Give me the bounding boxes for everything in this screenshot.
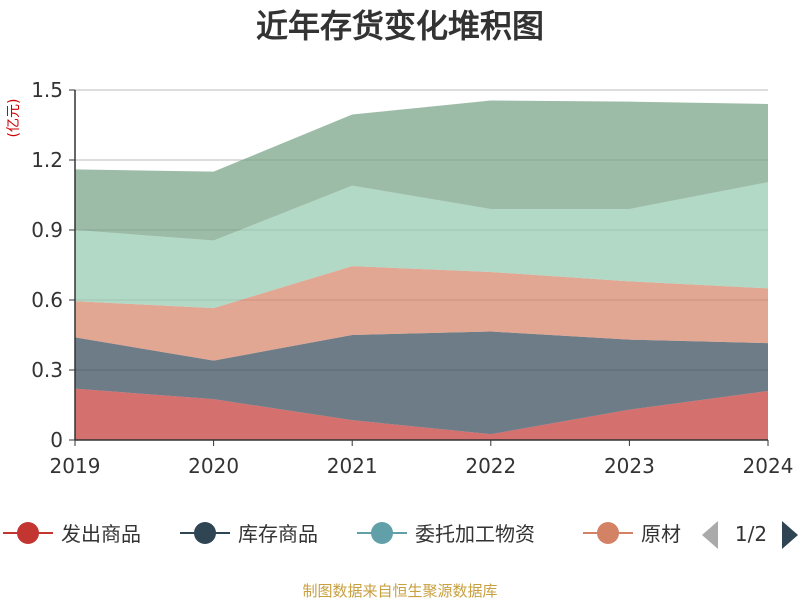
legend-item[interactable]: 原材 (583, 522, 681, 546)
legend-marker-icon (597, 522, 619, 544)
y-tick-label: 0.6 (31, 288, 63, 312)
x-tick-label: 2020 (188, 454, 239, 478)
x-tick-label: 2023 (604, 454, 655, 478)
legend-marker-icon (194, 522, 216, 544)
axes: 0 0.3 0.6 0.9 1.2 1.5 2019 2020 2021 2022 2023 2024 (31, 78, 793, 478)
x-tick-label: 2024 (743, 454, 794, 478)
legend[interactable]: 发出商品 库存商品 委托加工物资 原材 1/2 (3, 521, 798, 549)
legend-label: 原材 (641, 522, 681, 546)
legend-item[interactable]: 委托加工物资 (357, 522, 535, 546)
legend-marker-icon (17, 522, 39, 544)
x-tick-label: 2019 (50, 454, 101, 478)
area-series-band (75, 182, 768, 309)
y-tick-label: 1.5 (31, 78, 63, 102)
chart-title: 近年存货变化堆积图 (256, 7, 544, 45)
y-tick-label: 1.2 (31, 148, 63, 172)
y-tick-label: 0.3 (31, 358, 63, 382)
area-series-band (75, 100, 768, 241)
legend-page-indicator: 1/2 (735, 522, 767, 546)
area-series-band (75, 266, 768, 361)
y-tick-label: 0 (50, 428, 63, 452)
y-tick-label: 0.9 (31, 218, 63, 242)
legend-item[interactable]: 发出商品 (3, 522, 141, 546)
legend-prev-icon[interactable] (702, 521, 718, 549)
legend-next-icon[interactable] (782, 521, 798, 549)
legend-marker-icon (371, 522, 393, 544)
x-tick-label: 2021 (327, 454, 378, 478)
y-unit-label: (亿元) (6, 99, 22, 138)
area-series (75, 100, 768, 440)
area-series-band (75, 388, 768, 440)
legend-label: 库存商品 (238, 522, 318, 546)
legend-label: 委托加工物资 (415, 522, 535, 546)
x-tick-label: 2022 (465, 454, 516, 478)
data-source-note: 制图数据来自恒生聚源数据库 (302, 582, 497, 600)
legend-item[interactable]: 库存商品 (180, 522, 318, 546)
area-series-band (75, 331, 768, 435)
legend-label: 发出商品 (61, 522, 141, 546)
